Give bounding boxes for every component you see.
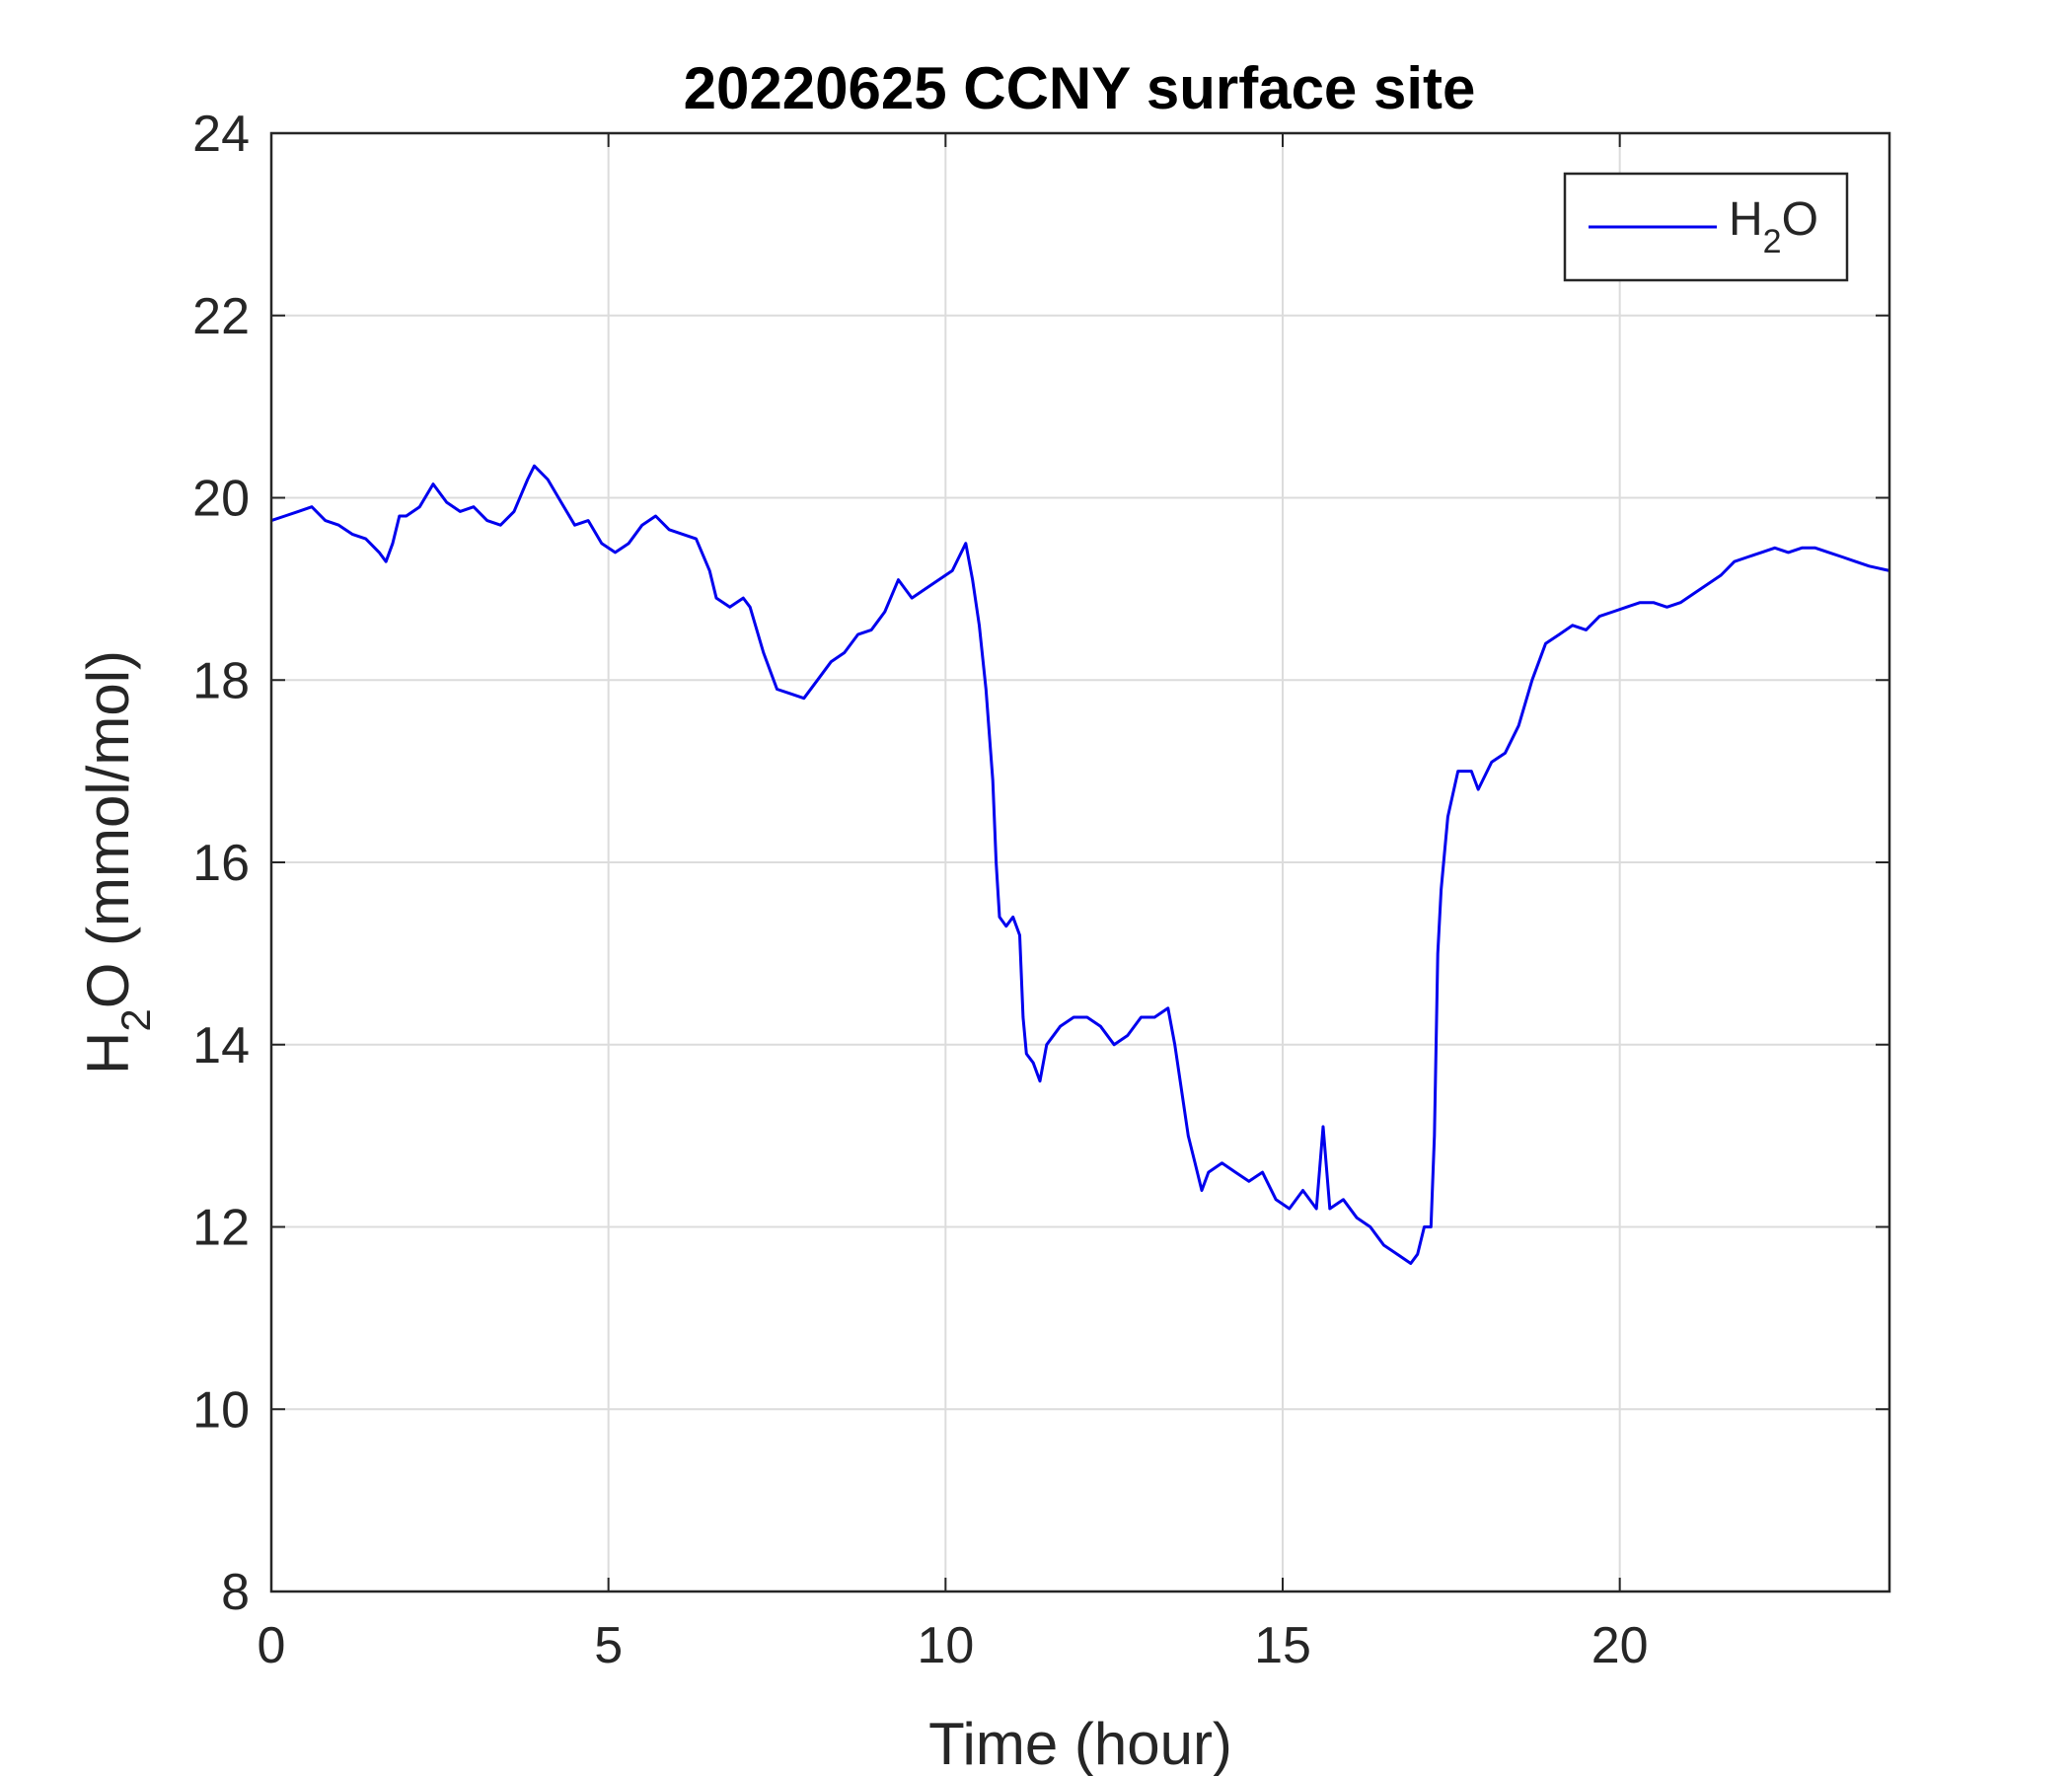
legend-label-sub: 2 bbox=[1763, 223, 1782, 260]
y-tick-labels: 8 10 12 14 16 18 20 22 24 bbox=[192, 106, 250, 1621]
chart-title: 20220625 CCNY surface site bbox=[684, 55, 1476, 121]
y-axis-label: H2O (mmol/mol) bbox=[75, 650, 159, 1074]
legend-label-h2o: H2O bbox=[1729, 193, 1818, 260]
x-tick-label: 10 bbox=[917, 1617, 974, 1674]
y-axis-label-main: H bbox=[75, 1032, 141, 1074]
x-axis-label: Time (hour) bbox=[928, 1711, 1232, 1776]
x-tick-label: 0 bbox=[258, 1617, 286, 1674]
tick-marks bbox=[270, 132, 1889, 1592]
y-tick-label: 22 bbox=[192, 288, 250, 345]
series-line-h2o bbox=[270, 464, 1890, 1265]
x-tick-label: 20 bbox=[1591, 1617, 1649, 1674]
y-tick-label: 18 bbox=[192, 652, 250, 709]
x-tick-labels: 0 5 10 15 20 bbox=[258, 1617, 1649, 1674]
y-tick-label: 14 bbox=[192, 1017, 250, 1074]
y-tick-label: 20 bbox=[192, 471, 250, 528]
legend-label-rest: O bbox=[1782, 193, 1818, 246]
y-tick-label: 16 bbox=[192, 835, 250, 892]
y-axis-label-rest: O (mmol/mol) bbox=[75, 650, 141, 1008]
y-tick-label: 12 bbox=[192, 1200, 250, 1257]
x-tick-label: 5 bbox=[594, 1617, 623, 1674]
gridlines bbox=[271, 133, 1889, 1591]
legend-label-main: H bbox=[1729, 193, 1763, 246]
plot-area bbox=[270, 464, 1890, 1265]
y-tick-label: 10 bbox=[192, 1381, 250, 1439]
legend: H2O bbox=[1563, 172, 1849, 282]
y-tick-label: 24 bbox=[192, 106, 250, 163]
y-axis-label-sub: 2 bbox=[112, 1008, 159, 1031]
x-tick-label: 15 bbox=[1254, 1617, 1311, 1674]
y-tick-label: 8 bbox=[221, 1564, 250, 1621]
